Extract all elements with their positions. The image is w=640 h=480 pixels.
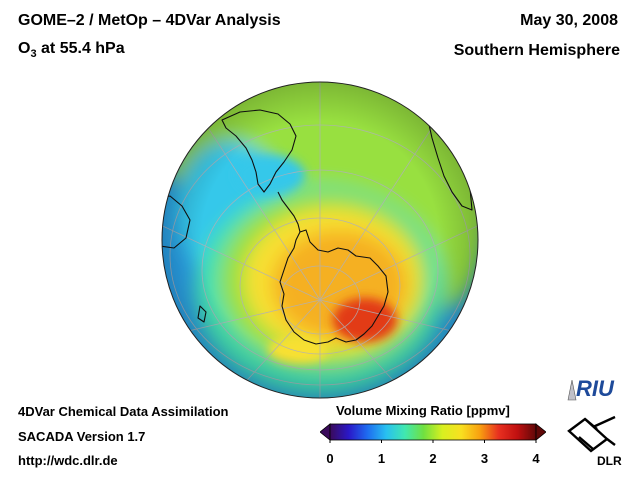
colorbar-tick-label: 2 <box>429 451 437 466</box>
ozone-globe-map <box>161 81 479 399</box>
globe-outline <box>161 81 479 399</box>
dlr-logo: DLR <box>567 415 622 468</box>
colorbar-title: Volume Mixing Ratio [ppmv] <box>336 403 510 418</box>
colorbar-high-arrow <box>535 423 546 441</box>
madagascar-coastline <box>475 189 478 205</box>
pressure-level: at 55.4 hPa <box>36 40 125 57</box>
dlr-logo-text: DLR <box>597 454 622 468</box>
species-symbol: O <box>18 40 31 57</box>
footer-line-2: SACADA Version 1.7 <box>18 429 146 444</box>
species-subscript: 3 <box>30 48 37 61</box>
riu-logo: RIU <box>567 376 615 401</box>
footer-url-link[interactable]: http://wdc.dlr.de <box>18 453 118 468</box>
riu-logo-spike <box>567 379 577 401</box>
colorbar-bar <box>329 423 537 441</box>
globe-shading <box>162 82 478 398</box>
dlr-logo-mark <box>567 415 616 453</box>
species-level-label: O3 at 55.4 hPa <box>18 40 125 60</box>
footer-line-1: 4DVar Chemical Data Assimilation <box>18 404 229 419</box>
colorbar-tick-label: 3 <box>480 451 489 466</box>
colorbar-tick-label: 0 <box>326 451 334 466</box>
colorbar-tick-label: 1 <box>377 451 386 466</box>
colorbar <box>320 423 546 443</box>
map-title: GOME–2 / MetOp – 4DVar Analysis <box>18 12 281 29</box>
colorbar-low-arrow <box>320 423 331 441</box>
colorbar-tick-label: 4 <box>532 451 540 466</box>
riu-logo-text: RIU <box>576 376 615 401</box>
date-label: May 30, 2008 <box>520 12 618 29</box>
hemisphere-label: Southern Hemisphere <box>453 42 620 59</box>
